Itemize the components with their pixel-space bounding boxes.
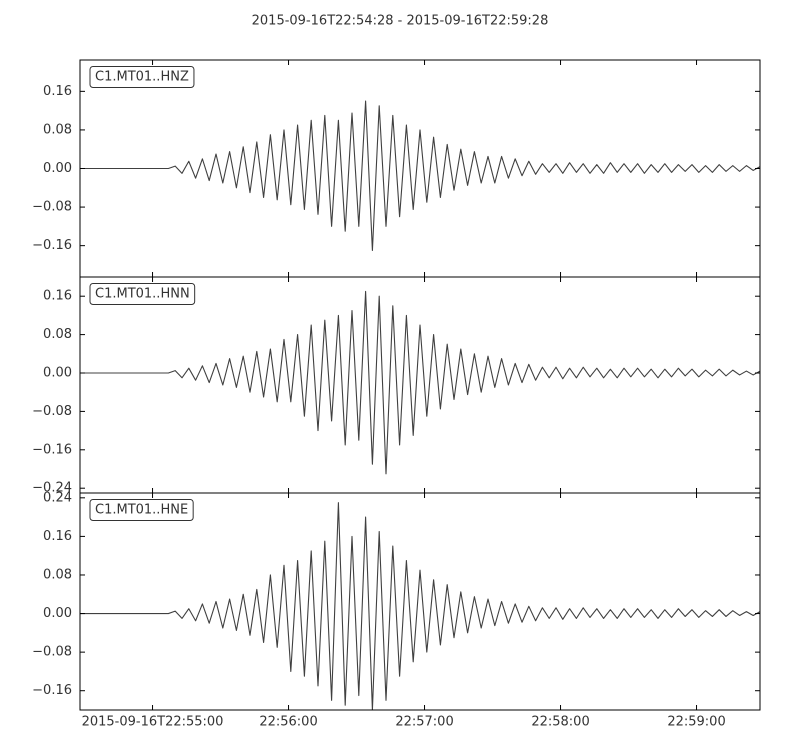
y-tick-label: 0.08 — [43, 122, 72, 137]
trace-label-box — [89, 66, 195, 88]
trace-label-box — [89, 283, 196, 305]
y-tick-label: −0.08 — [32, 200, 72, 215]
y-tick-label: −0.08 — [32, 404, 72, 419]
panel-frame — [79, 276, 761, 494]
y-tick-label: −0.16 — [32, 442, 72, 457]
trace-label: C1.MT01..HNE — [95, 503, 188, 518]
y-tick-label: 0.08 — [43, 327, 72, 342]
y-tick-label: 0.00 — [43, 606, 72, 621]
panel-1 — [80, 290, 760, 475]
y-tick-label: 0.00 — [43, 161, 72, 176]
panel-frame — [79, 59, 761, 278]
x-tick-label: 22:56:00 — [259, 715, 317, 730]
y-tick-label: 0.24 — [43, 490, 72, 505]
y-tick-label: 0.16 — [43, 84, 72, 99]
waveform — [80, 502, 760, 710]
panel-0 — [80, 100, 760, 252]
figure-title: 2015-09-16T22:54:28 - 2015-09-16T22:59:2… — [252, 14, 549, 29]
waveform — [80, 100, 760, 252]
y-tick-label: −0.16 — [32, 238, 72, 253]
y-tick-label: −0.24 — [32, 481, 72, 496]
x-tick-label: 2015-09-16T22:55:00 — [82, 715, 224, 730]
waveform — [80, 290, 760, 475]
y-tick-label: −0.16 — [32, 683, 72, 698]
y-tick-label: 0.16 — [43, 289, 72, 304]
x-tick-label: 22:58:00 — [531, 715, 589, 730]
trace-label: C1.MT01..HNN — [95, 287, 190, 302]
x-tick-label: 22:59:00 — [667, 715, 725, 730]
trace-label: C1.MT01..HNZ — [95, 70, 189, 85]
y-tick-label: 0.08 — [43, 567, 72, 582]
y-tick-label: 0.16 — [43, 529, 72, 544]
panel-2 — [80, 502, 760, 710]
x-tick-label: 22:57:00 — [395, 715, 453, 730]
y-tick-label: 0.00 — [43, 366, 72, 381]
y-tick-label: −0.08 — [32, 645, 72, 660]
trace-label-box — [89, 499, 194, 521]
panel-frame — [79, 492, 761, 711]
